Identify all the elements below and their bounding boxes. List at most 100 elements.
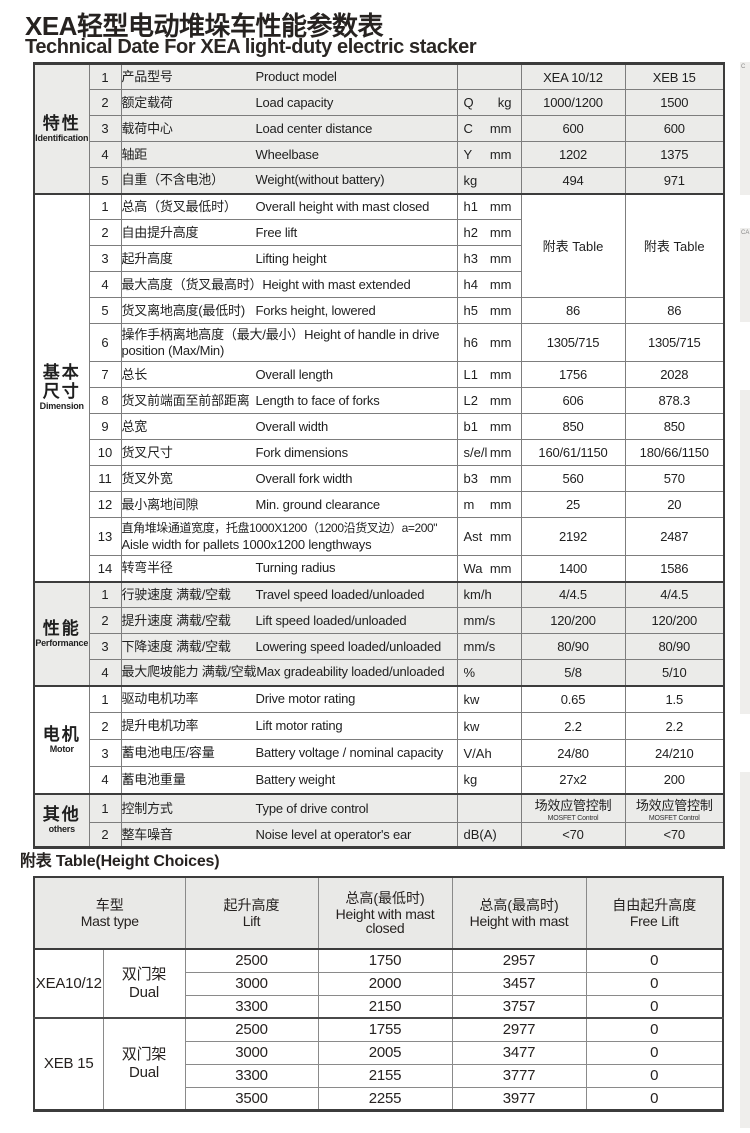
value-xeb: 场效应管控制 MOSFET Control bbox=[624, 792, 725, 824]
unit: mm bbox=[489, 121, 512, 136]
value-xea: 5/8 bbox=[520, 659, 626, 686]
row-number: 1 bbox=[88, 63, 122, 90]
spec-label: 自重（不含电池） Weight(without battery) bbox=[120, 167, 458, 194]
spec-label: 最大高度（货叉最高时）Height with mast extended bbox=[120, 271, 458, 298]
symbol: L2 bbox=[463, 393, 478, 408]
symbol-unit-cell: Ast mm bbox=[456, 517, 522, 556]
label-cn: 转弯半径 bbox=[121, 560, 173, 576]
spec-label: 操作手柄离地高度（最大/最小）Height of handle in drive… bbox=[120, 323, 458, 362]
height-row: 3000 2000 3457 0 bbox=[34, 971, 724, 996]
height-row: 3300 2150 3757 0 bbox=[34, 994, 724, 1019]
height-row: 3300 2155 3777 0 bbox=[34, 1063, 724, 1088]
label-en: Turning radius bbox=[255, 560, 336, 576]
value-xeb: 971 bbox=[624, 167, 725, 194]
symbol-unit-cell bbox=[456, 63, 522, 90]
edge-mark: C bbox=[741, 64, 746, 70]
value-xea-table-ref: 附表 Table bbox=[520, 193, 626, 298]
spec-label: 起升高度 Lifting height bbox=[120, 245, 458, 272]
symbol-unit-cell: b3 mm bbox=[456, 465, 522, 492]
label-cn: 自由提升高度 bbox=[121, 224, 199, 240]
symbol: % bbox=[463, 664, 476, 680]
row-number: 13 bbox=[88, 517, 122, 556]
unit: mm bbox=[489, 497, 512, 512]
spec-row: 9 总宽 Overall width b1 mm 850 850 bbox=[34, 413, 725, 440]
label-en: Type of drive control bbox=[255, 800, 369, 816]
spec-label: 最小离地间隙 Min. ground clearance bbox=[120, 491, 458, 518]
label-en: Wheelbase bbox=[255, 146, 319, 162]
spec-row: 基本尺寸 Dimension 1 总高（货叉最低时） Overall height… bbox=[33, 193, 725, 582]
value-xea: 1400 bbox=[520, 555, 626, 582]
closed-value: 1750 bbox=[317, 948, 453, 973]
page-subtitle: Technical Date For XEA light-duty electr… bbox=[25, 36, 477, 58]
spec-label: 驱动电机功率 Drive motor rating bbox=[120, 685, 458, 713]
symbol-unit-cell: kw bbox=[456, 712, 522, 740]
value-xeb: 2028 bbox=[624, 361, 725, 388]
value-xeb: 1305/715 bbox=[624, 323, 725, 362]
row-number: 2 bbox=[88, 822, 122, 849]
value-xea: 86 bbox=[520, 297, 626, 324]
group-xea: XEA10/12 双门架 Dual 2500 1750 2957 0 3000 2… bbox=[33, 948, 724, 1019]
spec-label: 提升速度 满载/空载 Lift speed loaded/unloaded bbox=[120, 607, 458, 634]
unit: mm bbox=[489, 199, 512, 215]
symbol: kw bbox=[463, 691, 480, 707]
value-xea: 606 bbox=[520, 387, 626, 414]
symbol-unit-cell: kg bbox=[456, 167, 522, 194]
spec-row: 13 直角堆垛通道宽度，托盘1000X1200（1200沿货叉边）a=200"A… bbox=[34, 517, 725, 556]
section-label-en: Performance bbox=[35, 637, 89, 648]
symbol-unit-cell: b1 mm bbox=[456, 413, 522, 440]
label-en: Height with mast extended bbox=[262, 276, 411, 292]
closed-value: 2155 bbox=[317, 1063, 453, 1088]
row-number: 6 bbox=[88, 323, 122, 362]
spec-label: 总宽 Overall width bbox=[120, 413, 458, 440]
section-label: 其他 others bbox=[33, 792, 90, 849]
label-cn: 载荷中心 bbox=[121, 120, 173, 136]
label-en: Max gradeability loaded/unloaded bbox=[256, 664, 445, 680]
symbol-unit-cell: h6 mm bbox=[456, 323, 522, 362]
row-number: 3 bbox=[88, 245, 122, 272]
unit: mm bbox=[489, 251, 512, 266]
label-cn: 提升电机功率 bbox=[121, 718, 199, 734]
row-number: 12 bbox=[88, 491, 122, 518]
label-cn: 驱动电机功率 bbox=[121, 691, 199, 707]
label-cn: 最大高度（货叉最高时） bbox=[121, 276, 263, 292]
spec-label: 总高（货叉最低时） Overall height with mast closed bbox=[120, 193, 458, 220]
row-number: 4 bbox=[88, 271, 122, 298]
spec-label: 产品型号 Product model bbox=[120, 63, 458, 90]
section-motor: 电机 Motor 1 驱动电机功率 Drive motor rating kw 0… bbox=[33, 685, 725, 794]
spec-row: 3 下降速度 满载/空载 Lowering speed loaded/unload… bbox=[34, 633, 725, 660]
header-free-lift: 自由起升高度 Free Lift bbox=[585, 876, 724, 950]
symbol: kg bbox=[463, 172, 478, 188]
value-xea: 560 bbox=[520, 465, 626, 492]
label-cn: 轴距 bbox=[121, 146, 148, 162]
unit: mm bbox=[489, 393, 512, 408]
row-number: 4 bbox=[88, 659, 122, 686]
spec-label: 提升电机功率 Lift motor rating bbox=[120, 712, 458, 740]
symbol-unit-cell: h1 mm bbox=[456, 193, 522, 220]
spec-row: 特性 Identification 1 产品型号 Product model XE… bbox=[33, 63, 725, 194]
freelift-value: 0 bbox=[585, 994, 724, 1019]
value-xea: 1202 bbox=[520, 141, 626, 168]
spec-row: 11 货叉外宽 Overall fork width b3 mm 560 570 bbox=[34, 465, 725, 492]
lift-value: 3500 bbox=[184, 1086, 319, 1111]
label-cn: 最大爬坡能力 满载/空载 bbox=[121, 664, 257, 680]
value-xeb: 120/200 bbox=[624, 607, 725, 634]
label-en: Lifting height bbox=[255, 250, 327, 266]
page-edge-artifact bbox=[740, 390, 750, 714]
symbol: h6 bbox=[463, 335, 478, 350]
unit: mm bbox=[489, 529, 512, 544]
height-table-header: 车型 Mast type 起升高度 Lift 总高(最低时) Height with … bbox=[33, 876, 724, 950]
header-height-extended: 总高(最高时) Height with mast bbox=[451, 876, 587, 950]
label-en: Overall height with mast closed bbox=[255, 198, 430, 214]
spec-row: 其他 others 1 控制方式 Type of drive control 场效… bbox=[33, 792, 725, 849]
row-number: 3 bbox=[88, 739, 122, 767]
unit: mm bbox=[489, 277, 512, 292]
row-number: 3 bbox=[88, 115, 122, 142]
symbol-unit-cell: m mm bbox=[456, 491, 522, 518]
value-xeb: 24/210 bbox=[624, 739, 725, 767]
row-number: 4 bbox=[88, 141, 122, 168]
unit: mm bbox=[489, 225, 512, 240]
label-en: Overall fork width bbox=[255, 470, 353, 486]
section-performance: 性能 Performance 1 行驶速度 满载/空载 Travel speed … bbox=[33, 581, 725, 686]
